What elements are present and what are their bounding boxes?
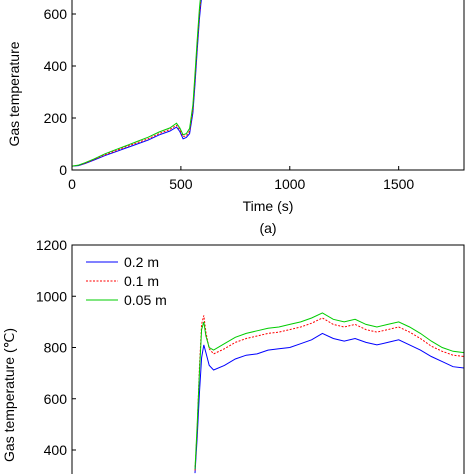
chart-a-ytick-label: 0 bbox=[59, 162, 67, 178]
chart-a-ytick-label: 200 bbox=[44, 110, 68, 126]
chart-b-ticks: 400 600 800 1000 1200 bbox=[36, 237, 76, 458]
chart-b-ytick-label: 400 bbox=[44, 442, 68, 458]
chart-a-ytick-label: 400 bbox=[44, 58, 68, 74]
chart-b-plot-frame bbox=[71, 244, 465, 474]
chart-b-ytick-label: 1200 bbox=[36, 237, 67, 253]
chart-b-ytick-label: 600 bbox=[44, 391, 68, 407]
chart-b-series-2-line bbox=[194, 312, 464, 470]
legend-label-2: 0.05 m bbox=[124, 292, 167, 308]
chart-b-ytick-label: 800 bbox=[44, 340, 68, 356]
chart-b-series-1-line bbox=[194, 315, 464, 471]
chart-a-xtick-label: 0 bbox=[68, 176, 76, 192]
chart-b-ylabel: Gas temperature (℃) bbox=[1, 328, 17, 462]
chart-b-ytick-label: 1000 bbox=[36, 288, 67, 304]
legend-label-1: 0.1 m bbox=[124, 273, 159, 289]
chart-a-ytick-label: 600 bbox=[44, 6, 68, 22]
chart-a-plot-frame bbox=[71, 0, 465, 171]
chart-a-series-2-line bbox=[72, 0, 201, 167]
chart-a-xtick-label: 1000 bbox=[274, 176, 305, 192]
chart-a-xlabel: Time (s) bbox=[243, 198, 294, 214]
chart-b: 400 600 800 1000 1200 Gas temperature (℃) 0.… bbox=[1, 237, 465, 474]
chart-a-caption: (a) bbox=[259, 220, 276, 236]
chart-b-series-group bbox=[194, 312, 464, 474]
chart-a-series-group bbox=[72, 0, 202, 167]
chart-a-xtick-label: 500 bbox=[169, 176, 193, 192]
chart-b-legend: 0.2 m 0.1 m 0.05 m bbox=[79, 251, 185, 311]
chart-a-ylabel: Gas temperature bbox=[6, 41, 22, 146]
chart-b-series-0-line bbox=[194, 332, 464, 474]
chart-a: 0 500 1000 1500 0 200 400 600 Gas temperature T… bbox=[6, 0, 465, 236]
legend-label-0: 0.2 m bbox=[124, 254, 159, 270]
chart-a-ticks: 0 500 1000 1500 0 200 400 600 bbox=[44, 6, 415, 192]
chart-a-xtick-label: 1500 bbox=[383, 176, 414, 192]
chart-a-series-0-line bbox=[72, 0, 202, 167]
